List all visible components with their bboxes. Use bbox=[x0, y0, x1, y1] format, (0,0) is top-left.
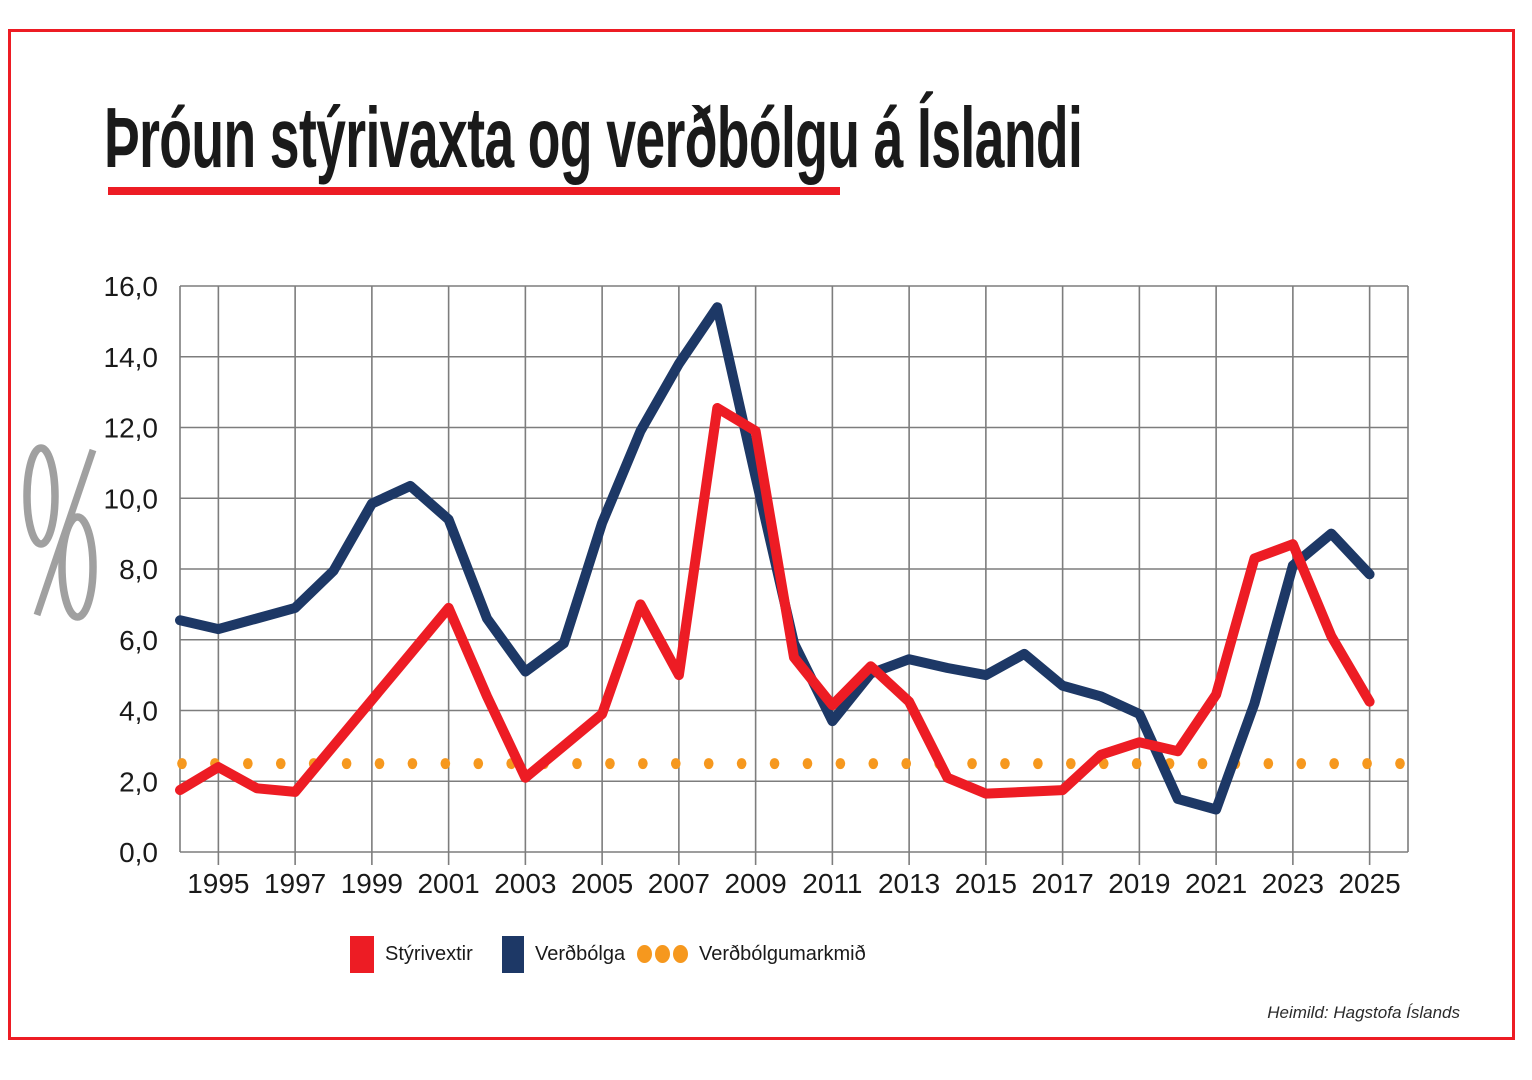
target-dot bbox=[967, 758, 977, 770]
source-credit: Heimild: Hagstofa Íslands bbox=[1267, 1003, 1460, 1022]
target-dot bbox=[1263, 758, 1274, 770]
page-border-frame bbox=[8, 29, 1515, 1040]
x-tick-label: 2011 bbox=[802, 868, 862, 899]
title-underline bbox=[108, 187, 840, 195]
target-dot bbox=[473, 758, 484, 770]
percent-icon bbox=[23, 444, 59, 548]
legend-label: Verðbólgumarkmið bbox=[699, 942, 866, 965]
target-dot bbox=[802, 758, 813, 770]
target-dot bbox=[670, 758, 681, 770]
y-tick-label: 8,0 bbox=[119, 554, 158, 585]
target-dot bbox=[1066, 758, 1076, 770]
target-dot bbox=[703, 758, 714, 770]
y-tick-label: 0,0 bbox=[119, 837, 158, 868]
x-tick-label: 2015 bbox=[955, 868, 1017, 899]
target-dot bbox=[440, 758, 451, 770]
y-tick-label: 10,0 bbox=[104, 483, 159, 514]
page-title: Þróun stýrivaxta og verðbólgu á Íslandi bbox=[104, 91, 1083, 186]
x-tick-label: 2009 bbox=[724, 868, 786, 899]
x-tick-label: 2013 bbox=[878, 868, 940, 899]
x-tick-label: 2023 bbox=[1262, 868, 1324, 899]
verdbolga-swatch bbox=[502, 935, 524, 973]
legend-item-verdbolga: Verðbólga bbox=[502, 934, 625, 974]
legend-label: Stýrivextir bbox=[385, 942, 473, 965]
legend-item-verdbolgumarkmid: Verðbólgumarkmið bbox=[637, 934, 866, 974]
inflation-target-dots-icon bbox=[637, 945, 688, 963]
y-tick-label: 16,0 bbox=[104, 271, 159, 302]
x-tick-label: 1997 bbox=[264, 868, 326, 899]
target-dot bbox=[769, 758, 780, 770]
target-dot bbox=[1197, 758, 1208, 770]
x-tick-label: 2019 bbox=[1108, 868, 1170, 899]
y-tick-label: 6,0 bbox=[119, 625, 158, 656]
target-dot bbox=[638, 758, 648, 770]
legend-item-styrivextir: Stýrivextir bbox=[350, 934, 473, 974]
styrivextir-swatch bbox=[350, 935, 374, 973]
target-dot bbox=[1000, 758, 1010, 770]
target-dot bbox=[1296, 758, 1307, 770]
target-dot bbox=[374, 758, 385, 770]
target-dot bbox=[1395, 758, 1405, 770]
target-dot bbox=[407, 758, 418, 770]
y-tick-label: 12,0 bbox=[104, 413, 159, 444]
x-tick-label: 2021 bbox=[1185, 868, 1247, 899]
y-tick-label: 4,0 bbox=[119, 696, 158, 727]
target-dot bbox=[901, 758, 912, 770]
target-dot bbox=[177, 758, 187, 770]
target-dot bbox=[835, 758, 846, 770]
target-dot bbox=[243, 758, 253, 770]
x-tick-label: 2005 bbox=[571, 868, 633, 899]
x-tick-label: 2007 bbox=[648, 868, 710, 899]
x-tick-label: 2003 bbox=[494, 868, 556, 899]
x-tick-label: 2017 bbox=[1031, 868, 1093, 899]
percent-icon bbox=[58, 513, 97, 621]
series-line-styrivextir bbox=[175, 403, 1375, 799]
target-dot bbox=[1362, 758, 1372, 770]
target-dot bbox=[736, 758, 747, 770]
target-dot bbox=[1033, 758, 1043, 770]
target-dot bbox=[605, 758, 615, 770]
target-dot bbox=[341, 758, 352, 770]
x-tick-label: 2025 bbox=[1338, 868, 1400, 899]
target-dot bbox=[1329, 758, 1339, 770]
x-tick-label: 2001 bbox=[417, 868, 479, 899]
y-tick-label: 2,0 bbox=[119, 766, 158, 797]
x-tick-label: 1995 bbox=[187, 868, 249, 899]
legend-label: Verðbólga bbox=[535, 942, 626, 965]
target-dot bbox=[868, 758, 879, 770]
target-dot bbox=[275, 758, 286, 770]
y-tick-label: 14,0 bbox=[104, 342, 159, 373]
target-dot bbox=[572, 758, 582, 770]
target-dot bbox=[1131, 758, 1142, 770]
x-tick-label: 1999 bbox=[341, 868, 403, 899]
percent-icon bbox=[33, 448, 97, 617]
